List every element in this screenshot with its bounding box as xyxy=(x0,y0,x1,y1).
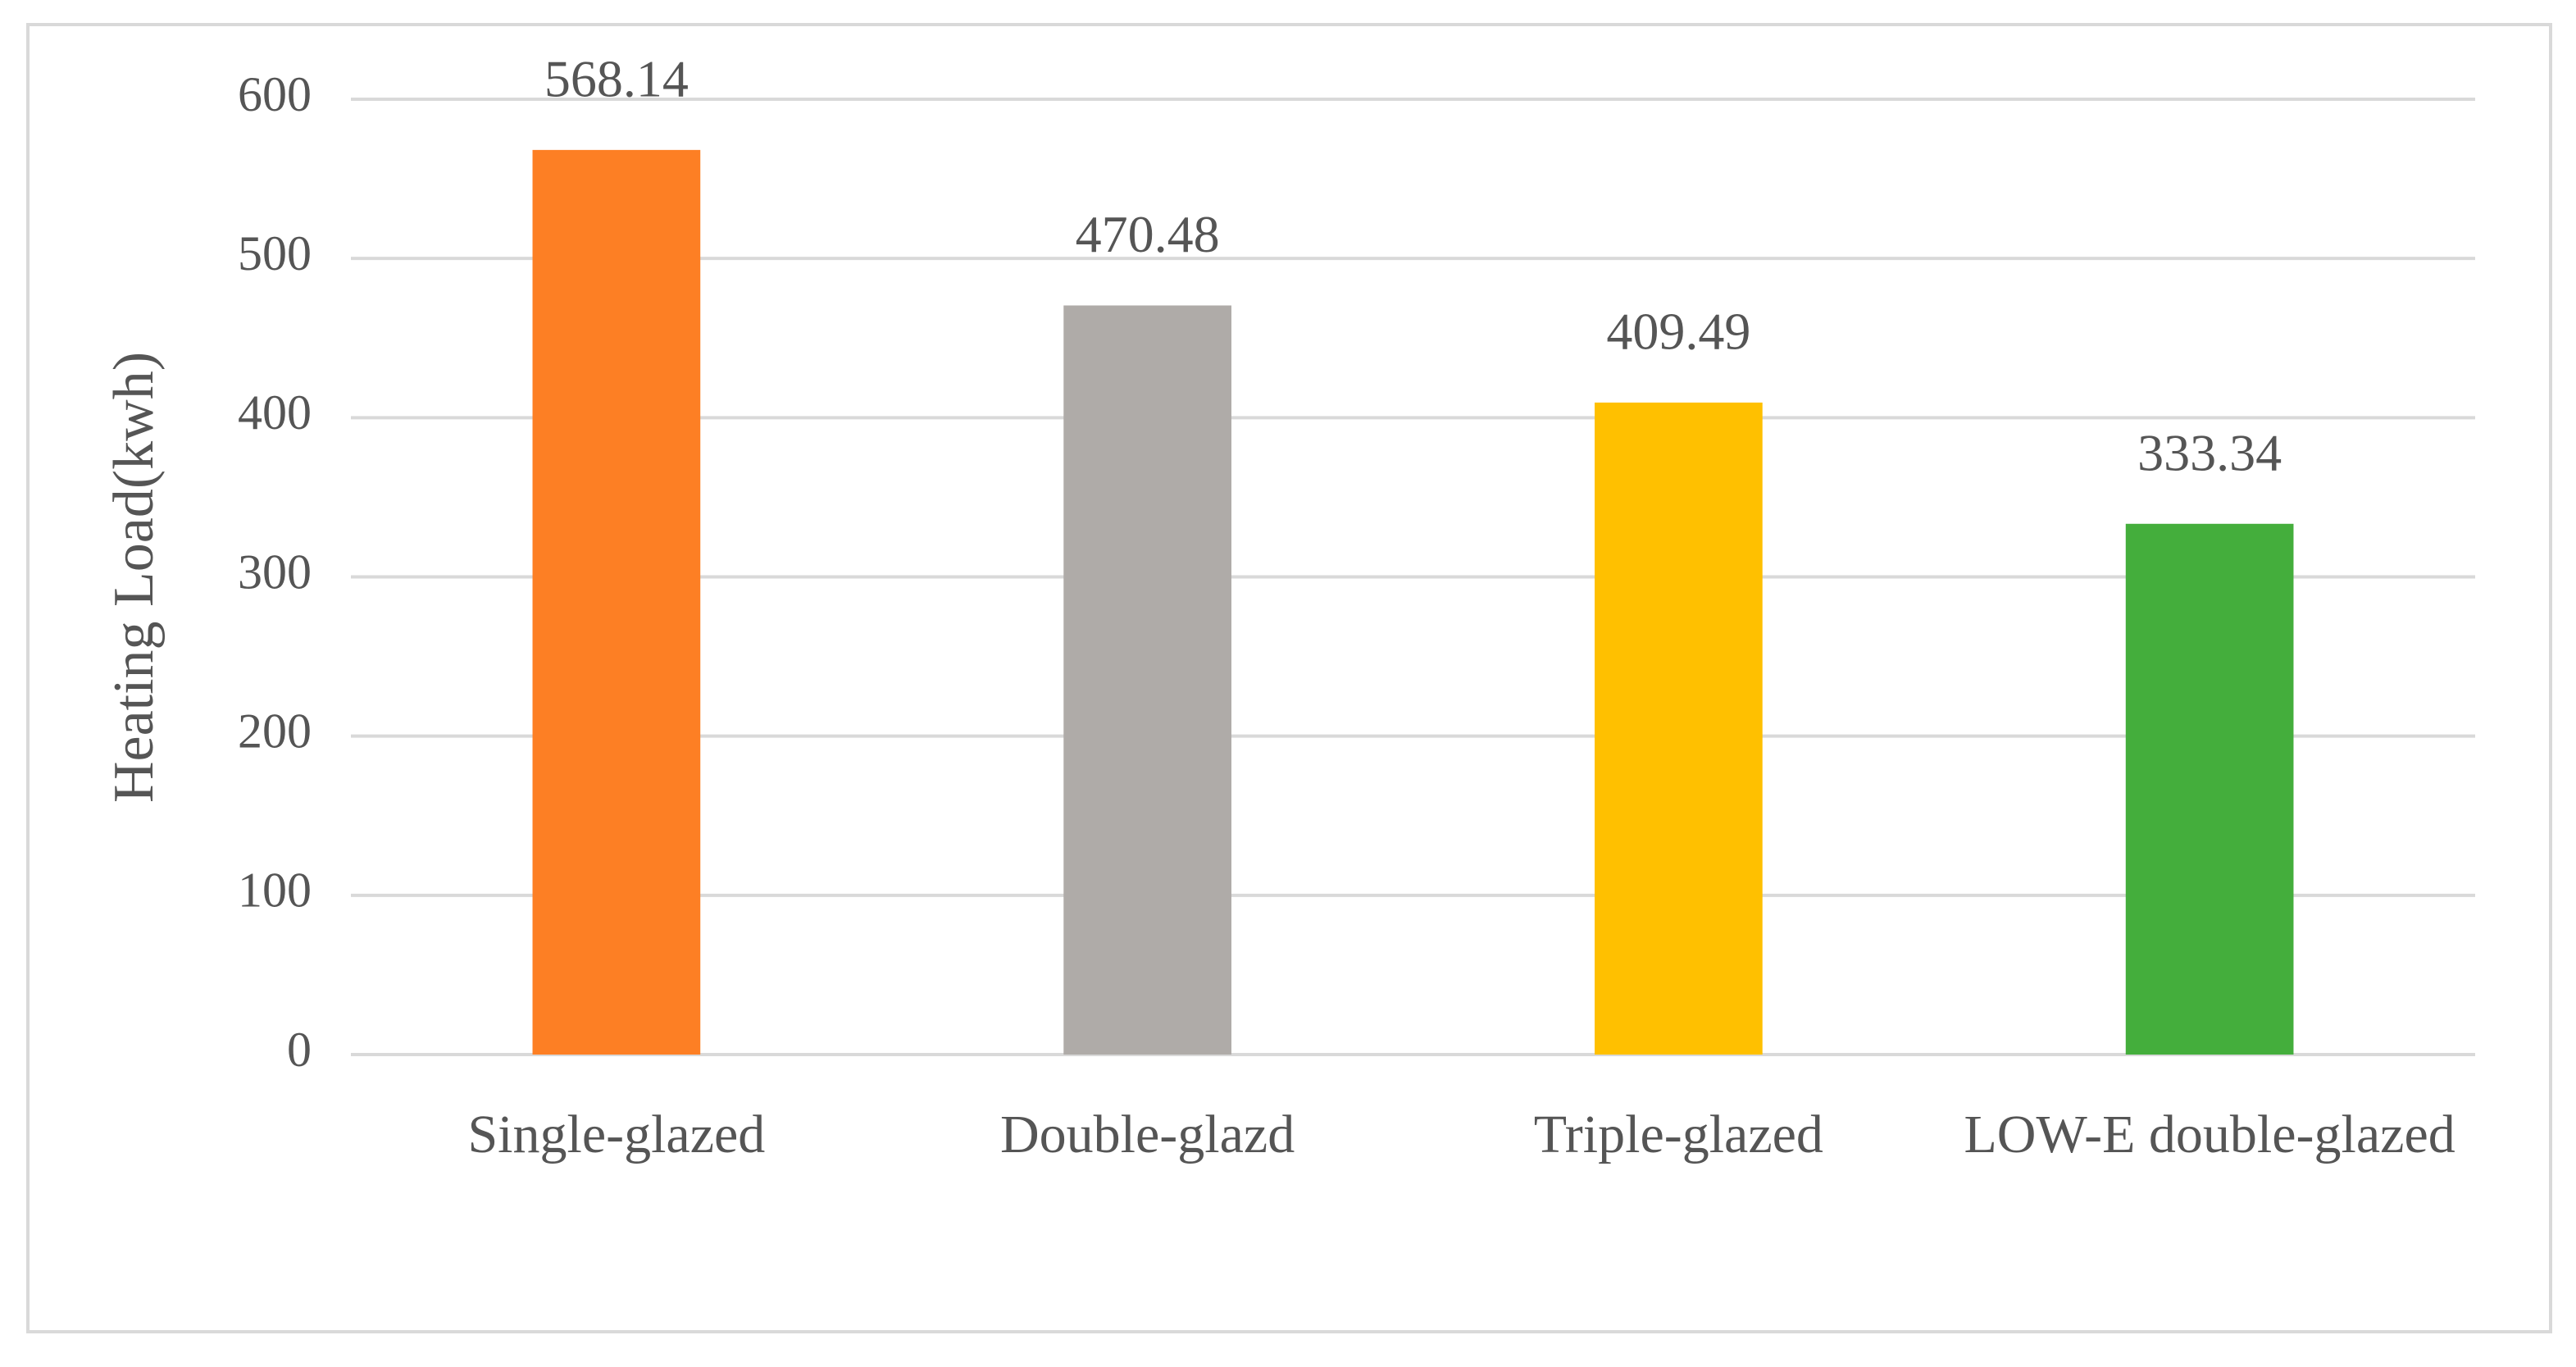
y-tick-label: 600 xyxy=(238,67,312,121)
bar xyxy=(532,149,701,1055)
x-tick-label: Triple-glazed xyxy=(1533,1105,1823,1164)
bar xyxy=(1595,402,1763,1055)
y-tick-label: 400 xyxy=(238,385,312,440)
y-tick-label: 0 xyxy=(287,1023,312,1077)
y-tick-label: 500 xyxy=(238,226,312,280)
x-tick-label: Single-glazed xyxy=(467,1105,766,1164)
y-tick-label: 200 xyxy=(238,704,312,758)
data-label: 470.48 xyxy=(1076,205,1220,263)
y-tick-label: 100 xyxy=(238,863,312,918)
y-tick-label: 300 xyxy=(238,545,312,599)
x-tick-label: Double-glazd xyxy=(1000,1105,1295,1164)
bar xyxy=(1063,305,1231,1055)
data-label: 568.14 xyxy=(544,50,689,108)
y-axis-title: Heating Load(kwh) xyxy=(102,352,166,803)
bar xyxy=(2125,523,2294,1055)
x-tick-label: LOW-E double-glazed xyxy=(1964,1105,2455,1164)
data-label: 333.34 xyxy=(2137,423,2282,481)
data-label: 409.49 xyxy=(1606,303,1750,361)
